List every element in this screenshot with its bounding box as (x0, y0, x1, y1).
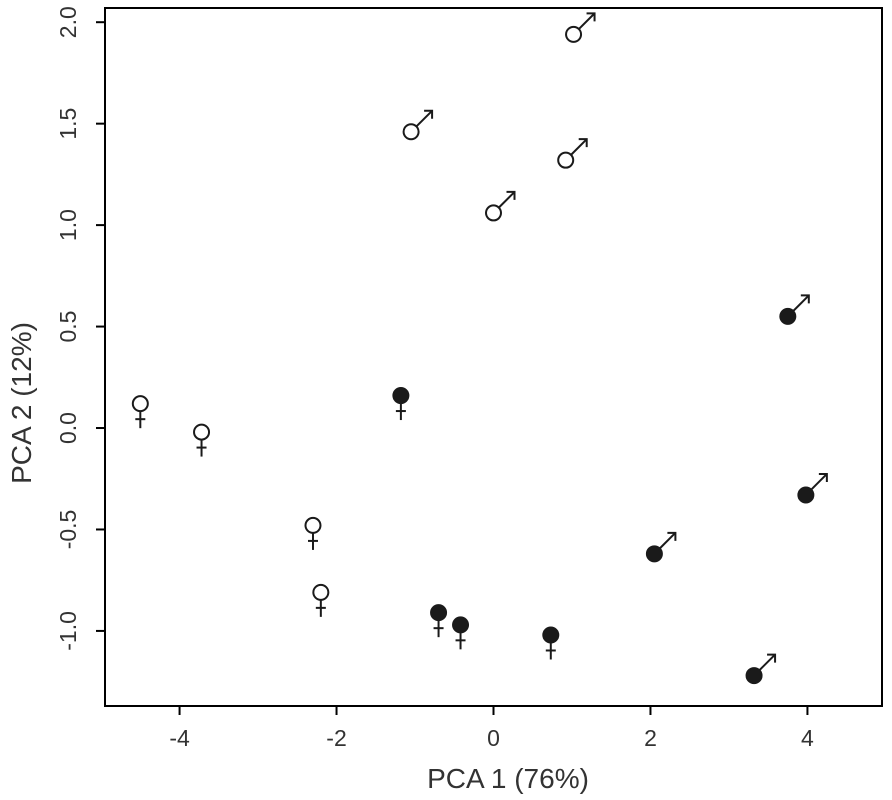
male-symbol-arrowhead (800, 294, 810, 304)
x-tick-label: -4 (169, 725, 190, 751)
female-data-point (452, 616, 470, 650)
open-circle-marker (485, 204, 502, 222)
y-tick-label: 1.0 (55, 209, 81, 241)
male-data-point (745, 653, 777, 685)
open-circle-marker (131, 395, 149, 413)
female-data-point (542, 626, 560, 660)
male-data-point (645, 531, 677, 563)
male-data-point (557, 138, 588, 169)
male-symbol-arrowhead (578, 138, 588, 148)
x-tick-label: 0 (487, 725, 500, 751)
filled-circle-marker (645, 545, 663, 563)
male-symbol-arrowhead (424, 109, 434, 119)
male-symbol-icon (758, 653, 777, 671)
male-symbol-shaft (658, 532, 677, 550)
male-symbol-icon (658, 531, 677, 550)
male-data-point (565, 12, 596, 43)
male-symbol-arrowhead (667, 531, 677, 541)
y-tick-label: 2.0 (55, 6, 81, 38)
male-symbol-arrowhead (767, 653, 777, 663)
male-data-point (402, 109, 434, 141)
female-data-point (430, 604, 448, 638)
y-tick-label: 1.5 (55, 108, 81, 140)
filled-circle-marker (779, 307, 797, 325)
male-data-point (779, 294, 810, 325)
y-tick-label: -1.0 (55, 611, 81, 651)
open-circle-marker (304, 516, 322, 534)
open-circle-marker (312, 583, 330, 601)
female-symbol-icon (307, 532, 318, 550)
male-symbol-icon (570, 138, 588, 156)
filled-circle-marker (392, 387, 410, 405)
data-points (131, 12, 828, 685)
male-symbol-shaft (578, 12, 596, 30)
male-symbol-arrowhead (586, 12, 596, 22)
filled-circle-marker (452, 616, 470, 634)
male-symbol-icon (578, 12, 596, 30)
x-tick-label: -2 (326, 725, 346, 751)
open-circle-marker (402, 123, 420, 141)
male-symbol-shaft (810, 473, 828, 491)
y-axis: -1.0 -0.5 0.0 0.5 1.0 1.5 2.0 (55, 6, 105, 651)
plot-border (104, 7, 883, 707)
female-symbol-icon (196, 439, 207, 457)
female-data-point (304, 516, 322, 550)
male-symbol-icon (415, 109, 434, 128)
y-tick-label: 0.0 (55, 412, 81, 444)
male-symbol-shaft (570, 138, 588, 156)
female-symbol-icon (433, 620, 444, 638)
female-data-point (392, 387, 410, 421)
male-symbol-icon (810, 472, 828, 491)
male-symbol-arrowhead (506, 190, 516, 200)
female-symbol-icon (545, 642, 556, 660)
male-symbol-shaft (792, 294, 810, 312)
y-tick-label: -0.5 (55, 510, 81, 550)
y-tick-label: 0.5 (55, 311, 81, 343)
male-symbol-icon (792, 294, 810, 312)
filled-circle-marker (745, 667, 763, 685)
open-circle-marker (557, 151, 575, 169)
female-symbol-icon (395, 403, 406, 421)
x-tick-label: 2 (644, 725, 657, 751)
open-circle-marker (565, 25, 583, 43)
female-data-point (131, 395, 149, 429)
filled-circle-marker (542, 626, 560, 644)
male-symbol-shaft (498, 191, 516, 209)
plot-frame (104, 7, 883, 707)
male-symbol-shaft (415, 110, 433, 128)
filled-circle-marker (430, 604, 448, 622)
open-circle-marker (193, 423, 211, 441)
male-data-point (485, 190, 516, 222)
male-symbol-shaft (758, 653, 776, 671)
female-symbol-icon (315, 599, 326, 617)
male-symbol-arrowhead (818, 472, 828, 482)
y-axis-label: PCA 2 (12%) (6, 322, 37, 484)
x-axis-label: PCA 1 (76%) (427, 763, 589, 794)
x-tick-label: 4 (801, 725, 814, 751)
x-axis: -4 -2 0 2 4 (169, 706, 814, 751)
male-symbol-icon (498, 190, 516, 209)
female-symbol-icon (455, 632, 466, 650)
female-data-point (312, 583, 330, 617)
female-data-point (193, 423, 211, 457)
male-data-point (797, 472, 828, 504)
female-symbol-icon (135, 411, 146, 429)
filled-circle-marker (797, 486, 815, 504)
